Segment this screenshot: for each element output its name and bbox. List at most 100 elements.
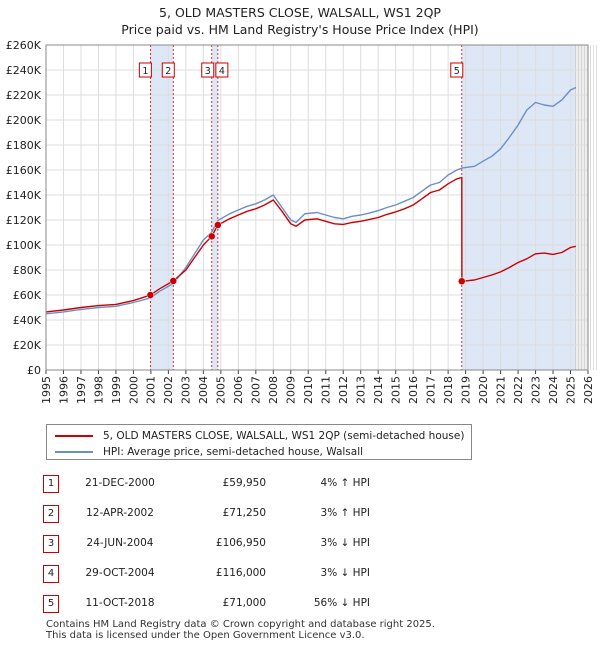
sale-row: 5 11-OCT-2018 £71,000 56% ↓ HPI [0,595,600,615]
sale-hpi-delta: 4% ↑ HPI [320,477,370,489]
legend-hpi-swatch [55,451,93,453]
price-chart: £0 £20K £40K £60K £80K £100K £120K £140K £160K £1… [6,39,598,404]
footer-copyright: Contains HM Land Registry data © Crown c… [46,619,435,630]
sale-point [169,277,178,285]
sale-number-badge: 3 [43,535,59,553]
sale-marker-badge: 3 [201,62,215,78]
sale-shaded-range [211,45,218,370]
x-tick-label: 1997 [75,376,88,404]
sale-point [207,232,216,241]
sale-marker-badge-label: 4 [219,66,225,77]
x-tick-label: 2011 [320,376,333,404]
x-tick-label: 2005 [215,376,228,404]
sale-number-badge: 1 [43,475,59,493]
x-tick-label: 2016 [407,376,420,404]
sale-shaded-range [150,45,174,370]
x-tick-label: 2000 [127,376,140,404]
sale-number-badge: 5 [43,595,59,613]
x-tick-label: 2026 [582,376,595,404]
x-tick-label: 2015 [390,376,403,404]
sale-marker-badge-label: 5 [454,66,460,77]
sale-price: £71,000 [222,597,266,609]
sale-row: 2 12-APR-2002 £71,250 3% ↑ HPI [0,505,600,525]
x-tick-label: 2025 [564,376,577,404]
x-tick-label: 2014 [372,376,385,404]
sale-marker-badge-box [450,62,464,78]
x-tick-label: 2006 [232,376,245,404]
sale-marker-badge-label: 2 [165,66,171,77]
sale-marker-badge-box [201,62,215,78]
y-tick-label: £20K [13,339,42,352]
y-tick-label: £220K [6,89,42,102]
x-tick-label: 1999 [110,376,123,404]
chart-title-line-1: 5, OLD MASTERS CLOSE, WALSALL, WS1 2QP [159,5,441,20]
x-tick-label: 2019 [459,376,472,404]
x-tick-label: 2003 [180,376,193,404]
sale-shaded-range [461,45,576,370]
sale-point [214,221,222,229]
x-tick-label: 2017 [424,376,437,404]
x-tick-label: 2024 [547,376,560,404]
sale-marker-badge-label: 3 [205,66,211,77]
sale-price: £116,000 [215,567,266,579]
x-tick-label: 2013 [355,376,368,404]
sale-price: £59,950 [222,477,266,489]
sale-point [146,291,155,299]
y-tick-label: £120K [6,214,42,227]
x-tick-label: 2007 [250,376,263,404]
x-tick-label: 1998 [92,376,105,404]
footer-license: This data is licensed under the Open Gov… [46,630,365,641]
chart-legend: 5, OLD MASTERS CLOSE, WALSALL, WS1 2QP (… [46,424,472,460]
sale-marker-badge-box [215,62,229,78]
legend-property-label: 5, OLD MASTERS CLOSE, WALSALL, WS1 2QP (… [103,430,465,442]
y-tick-label: £60K [13,289,42,302]
chart-title: 5, OLD MASTERS CLOSE, WALSALL, WS1 2QP P… [0,4,600,38]
sale-date: 24-JUN-2004 [86,537,154,549]
x-tick-label: 2008 [267,376,280,404]
sale-date: 11-OCT-2018 [85,597,155,609]
sale-marker-badge-label: 1 [142,66,148,77]
sale-marker-badge: 2 [161,62,175,78]
x-tick-label: 2022 [512,376,525,404]
y-tick-label: £140K [6,189,42,202]
footer: Contains HM Land Registry data © Crown c… [46,619,435,641]
x-tick-label: 2021 [494,376,507,404]
x-tick-label: 2020 [477,376,490,404]
y-tick-label: £260K [6,39,42,52]
sale-marker-badge: 5 [450,62,464,78]
property-price-line [45,176,576,313]
hpi-line [45,86,577,315]
sale-marker-badge-box [138,62,152,78]
sale-number-badge: 4 [43,565,59,583]
y-tick-label: £80K [13,264,42,277]
x-tick-label: 2001 [145,376,158,404]
x-tick-label: 2009 [285,376,298,404]
sale-row: 4 29-OCT-2004 £116,000 3% ↓ HPI [0,565,600,585]
x-tick-label: 1996 [57,376,70,404]
y-tick-label: £0 [27,364,41,377]
sale-row: 1 21-DEC-2000 £59,950 4% ↑ HPI [0,475,600,495]
y-tick-label: £180K [6,139,42,152]
chart-title-line-2: Price paid vs. HM Land Registry's House … [121,22,479,37]
sale-marker-badge: 4 [215,62,229,78]
x-tick-label: 2012 [337,376,350,404]
sale-price: £106,950 [215,537,266,549]
x-tick-label: 2010 [302,376,315,404]
sale-marker-badge-box [161,62,175,78]
y-tick-label: £100K [6,239,42,252]
y-tick-label: £200K [6,114,42,127]
y-tick-label: £40K [13,314,42,327]
legend-property-swatch [55,435,93,437]
y-tick-label: £240K [6,64,42,77]
sale-price: £71,250 [222,507,266,519]
x-tick-label: 2004 [197,376,210,404]
sale-hpi-delta: 56% ↓ HPI [313,597,370,609]
sale-point [458,277,466,285]
sale-row: 3 24-JUN-2004 £106,950 3% ↓ HPI [0,535,600,555]
x-tick-label: 2023 [529,376,542,404]
x-tick-label: 2002 [162,376,175,404]
sale-hpi-delta: 3% ↑ HPI [320,507,370,519]
plot-frame [45,44,589,371]
sale-date: 12-APR-2002 [86,507,154,519]
sale-marker-badge: 1 [138,62,152,78]
